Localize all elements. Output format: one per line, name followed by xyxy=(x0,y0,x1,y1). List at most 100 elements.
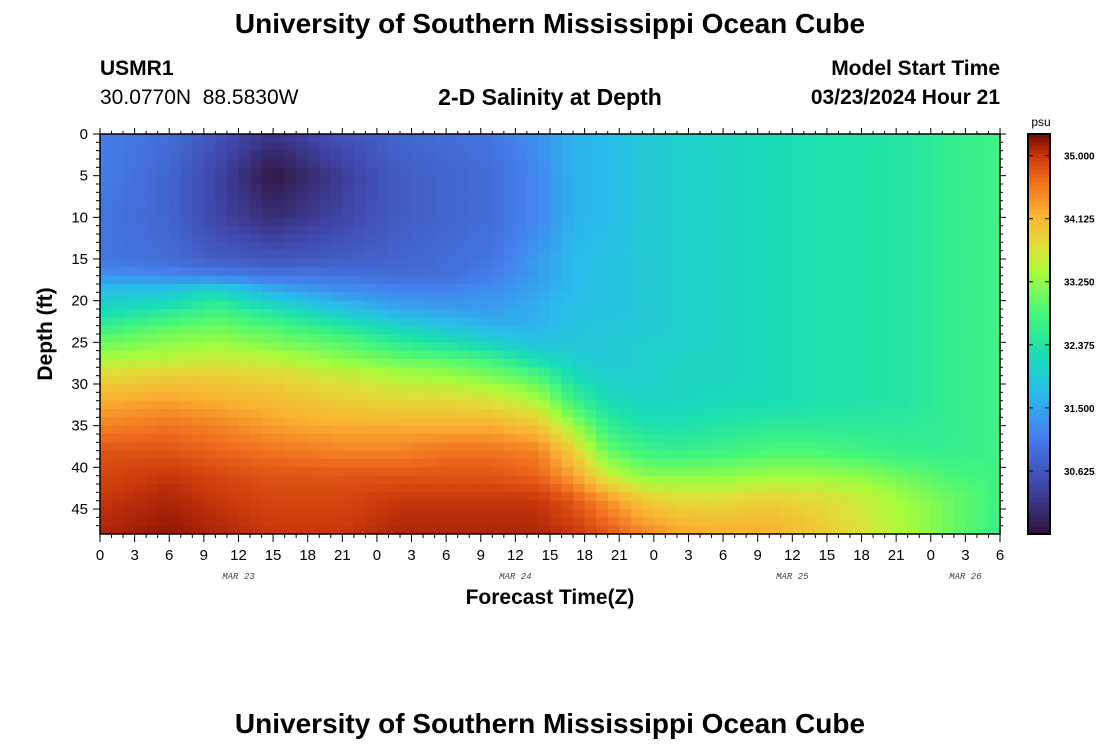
heatmap-cell xyxy=(873,325,886,335)
heatmap-cell xyxy=(134,309,147,318)
heatmap-cell xyxy=(850,234,863,243)
heatmap-cell xyxy=(434,317,447,327)
heatmap-cell xyxy=(111,484,124,493)
heatmap-cell xyxy=(376,150,390,160)
heatmap-cell xyxy=(642,200,655,210)
heatmap-cell xyxy=(757,334,770,343)
heatmap-cell xyxy=(780,350,793,360)
heatmap-cell xyxy=(815,242,828,252)
heatmap-cell xyxy=(653,259,666,268)
heatmap-cell xyxy=(342,309,355,318)
heatmap-cell xyxy=(803,442,816,452)
heatmap-cell xyxy=(446,300,459,310)
colorbar-swatch xyxy=(1028,474,1050,479)
heatmap-cell xyxy=(284,267,297,277)
heatmap-cell xyxy=(480,242,493,252)
colorbar-swatch xyxy=(1028,438,1050,443)
heatmap-cell xyxy=(503,359,516,368)
heatmap-cell xyxy=(896,400,909,410)
colorbar-swatch xyxy=(1028,382,1050,387)
heatmap-cell xyxy=(388,500,401,510)
heatmap-cell xyxy=(365,467,378,477)
heatmap-cell xyxy=(619,209,632,218)
heatmap-cell xyxy=(388,475,401,485)
heatmap-cell xyxy=(665,459,678,468)
heatmap-cell xyxy=(411,217,424,227)
heatmap-cell xyxy=(607,450,620,460)
heatmap-cell xyxy=(584,442,597,452)
heatmap-cell xyxy=(573,484,586,493)
heatmap-cell xyxy=(342,275,355,285)
heatmap-cell xyxy=(157,342,170,352)
heatmap-cell xyxy=(307,484,320,493)
heatmap-cell xyxy=(238,200,251,210)
heatmap-cell xyxy=(700,475,713,485)
heatmap-cell xyxy=(503,509,516,518)
heatmap-cell xyxy=(665,484,678,493)
heatmap-cell xyxy=(792,359,805,368)
heatmap-cell xyxy=(376,375,390,385)
heatmap-cell xyxy=(123,234,136,243)
heatmap-cell xyxy=(919,234,932,243)
heatmap-cell xyxy=(688,250,701,260)
heatmap-cell xyxy=(953,450,966,460)
heatmap-cell xyxy=(100,275,113,285)
heatmap-cell xyxy=(815,217,828,227)
heatmap-cell xyxy=(884,325,897,335)
heatmap-cell xyxy=(976,375,990,385)
heatmap-cell xyxy=(111,267,124,277)
heatmap-cell xyxy=(942,517,955,527)
heatmap-cell xyxy=(215,525,228,534)
heatmap-cell xyxy=(734,475,747,485)
heatmap-cell xyxy=(688,525,701,534)
heatmap-cell xyxy=(630,350,643,360)
heatmap-cell xyxy=(630,425,643,435)
heatmap-cell xyxy=(630,375,643,385)
heatmap-cell xyxy=(538,300,551,310)
heatmap-cell xyxy=(976,300,990,310)
heatmap-cell xyxy=(723,225,736,235)
heatmap-cell xyxy=(688,492,701,502)
heatmap-cell xyxy=(561,359,574,368)
heatmap-cell xyxy=(965,267,978,277)
heatmap-cell xyxy=(388,367,401,377)
heatmap-cell xyxy=(388,259,401,268)
heatmap-cell xyxy=(838,367,851,377)
heatmap-cell xyxy=(942,459,955,468)
heatmap-cell xyxy=(630,467,643,477)
heatmap-cell xyxy=(180,142,193,152)
heatmap-cell xyxy=(457,392,470,402)
heatmap-cell xyxy=(630,134,643,143)
heatmap-cell xyxy=(550,325,563,335)
heatmap-cell xyxy=(157,350,170,360)
heatmap-cell xyxy=(757,484,770,493)
y-tick-label: 40 xyxy=(71,459,88,476)
heatmap-cell xyxy=(803,225,816,235)
heatmap-cell xyxy=(526,375,540,385)
heatmap-cell xyxy=(873,309,886,318)
heatmap-cell xyxy=(665,325,678,335)
heatmap-cell xyxy=(700,184,713,193)
heatmap-cell xyxy=(642,234,655,243)
heatmap-cell xyxy=(492,475,505,485)
heatmap-cell xyxy=(896,217,909,227)
heatmap-cell xyxy=(550,409,563,418)
heatmap-cell xyxy=(526,467,540,477)
heatmap-cell xyxy=(365,500,378,510)
heatmap-cell xyxy=(134,317,147,327)
heatmap-cell xyxy=(919,409,932,418)
heatmap-cell xyxy=(746,284,759,293)
heatmap-cell xyxy=(907,267,920,277)
heatmap-cell xyxy=(642,334,655,343)
heatmap-cell xyxy=(734,525,747,534)
heatmap-cell xyxy=(180,159,193,168)
heatmap-cell xyxy=(700,450,713,460)
heatmap-cell xyxy=(296,200,309,210)
heatmap-cell xyxy=(123,517,136,527)
heatmap-cell xyxy=(261,509,274,518)
heatmap-cell xyxy=(192,384,205,393)
heatmap-cell xyxy=(457,242,470,252)
heatmap-cell xyxy=(769,400,782,410)
heatmap-cell xyxy=(653,384,666,393)
heatmap-cell xyxy=(930,517,943,527)
